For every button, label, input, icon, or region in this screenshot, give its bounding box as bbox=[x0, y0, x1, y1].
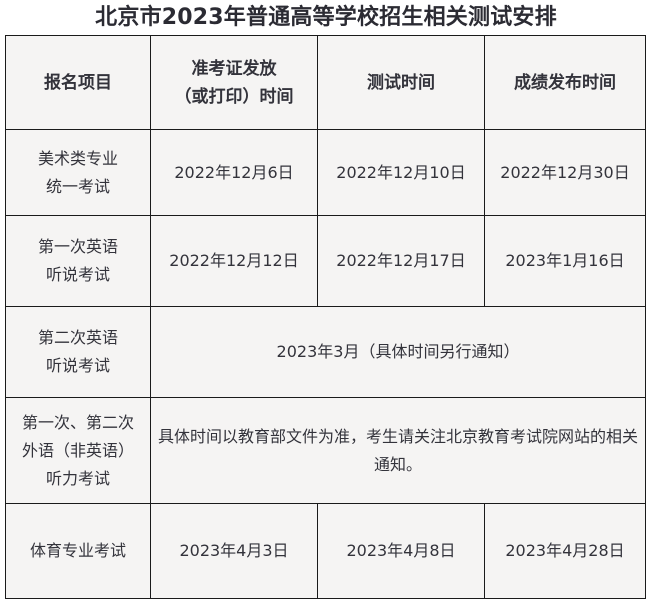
cell-item-name-line2: 听说考试 bbox=[45, 356, 110, 375]
cell-result-time: 2023年1月16日 bbox=[484, 215, 646, 307]
cell-item-name-line1: 第一次英语 bbox=[37, 237, 118, 256]
table-row: 体育专业考试 2023年4月3日 2023年4月8日 2023年4月28日 bbox=[5, 503, 646, 599]
table-row: 第二次英语 听说考试 2023年3月（具体时间另行通知） bbox=[5, 306, 646, 398]
cell-test-time: 2022年12月10日 bbox=[317, 129, 485, 216]
schedule-table-wrapper: 报名项目 准考证发放 （或打印）时间 测试时间 成绩发布时间 bbox=[5, 35, 646, 599]
table-row: 美术类专业 统一考试 2022年12月6日 2022年12月10日 2022年1… bbox=[5, 129, 646, 216]
column-header-admission-ticket-line1: 准考证发放 bbox=[191, 58, 277, 79]
column-header-item-label: 报名项目 bbox=[44, 72, 112, 93]
cell-result-time: 2022年12月30日 bbox=[484, 129, 646, 216]
page-title: 北京市2023年普通高等学校招生相关测试安排 bbox=[95, 5, 557, 30]
column-header-test-time: 测试时间 bbox=[317, 35, 485, 130]
cell-admission-ticket: 2023年4月3日 bbox=[150, 503, 318, 599]
cell-result-time: 2023年4月28日 bbox=[484, 503, 646, 599]
cell-item-name-line3: 听力考试 bbox=[45, 468, 110, 488]
cell-admission-ticket: 2022年12月12日 bbox=[150, 215, 318, 307]
cell-item-name-line1: 第二次英语 bbox=[37, 328, 118, 347]
column-header-admission-ticket: 准考证发放 （或打印）时间 bbox=[150, 35, 318, 130]
cell-item-name-line1: 美术类专业 bbox=[37, 148, 118, 168]
cell-item-name: 美术类专业 统一考试 bbox=[5, 129, 151, 216]
cell-test-time: 2022年12月17日 bbox=[317, 215, 485, 307]
table-header-row: 报名项目 准考证发放 （或打印）时间 测试时间 成绩发布时间 bbox=[5, 35, 646, 130]
table-row: 第一次、第二次 外语（非英语） 听力考试 具体时间以教育部文件为准，考生请关注北… bbox=[5, 397, 646, 504]
cell-item-name-line1: 第一次、第二次 bbox=[21, 412, 134, 432]
cell-item-name-line2: 外语（非英语） bbox=[21, 440, 134, 460]
cell-item-name: 第一次英语 听说考试 bbox=[5, 215, 151, 307]
column-header-admission-ticket-line2: （或打印）时间 bbox=[174, 86, 294, 107]
table-row: 第一次英语 听说考试 2022年12月12日 2022年12月17日 2023年… bbox=[5, 215, 646, 307]
exam-schedule-table: 报名项目 准考证发放 （或打印）时间 测试时间 成绩发布时间 bbox=[5, 35, 646, 599]
cell-item-name: 体育专业考试 bbox=[5, 503, 151, 599]
cell-admission-ticket: 2022年12月6日 bbox=[150, 129, 318, 216]
column-header-item: 报名项目 bbox=[5, 35, 151, 130]
column-header-result-time-label: 成绩发布时间 bbox=[514, 72, 616, 93]
cell-merged-note: 具体时间以教育部文件为准，考生请关注北京教育考试院网站的相关通知。 bbox=[150, 397, 646, 504]
cell-test-time: 2023年4月8日 bbox=[317, 503, 485, 599]
column-header-test-time-label: 测试时间 bbox=[367, 72, 435, 93]
cell-item-name-line2: 统一考试 bbox=[45, 176, 110, 196]
cell-item-name: 第二次英语 听说考试 bbox=[5, 306, 151, 398]
cell-item-name: 第一次、第二次 外语（非英语） 听力考试 bbox=[5, 397, 151, 504]
cell-item-name-line2: 听说考试 bbox=[45, 265, 110, 284]
column-header-result-time: 成绩发布时间 bbox=[484, 35, 646, 130]
cell-merged-note: 2023年3月（具体时间另行通知） bbox=[150, 306, 646, 398]
cell-item-name-line1: 体育专业考试 bbox=[29, 541, 126, 560]
